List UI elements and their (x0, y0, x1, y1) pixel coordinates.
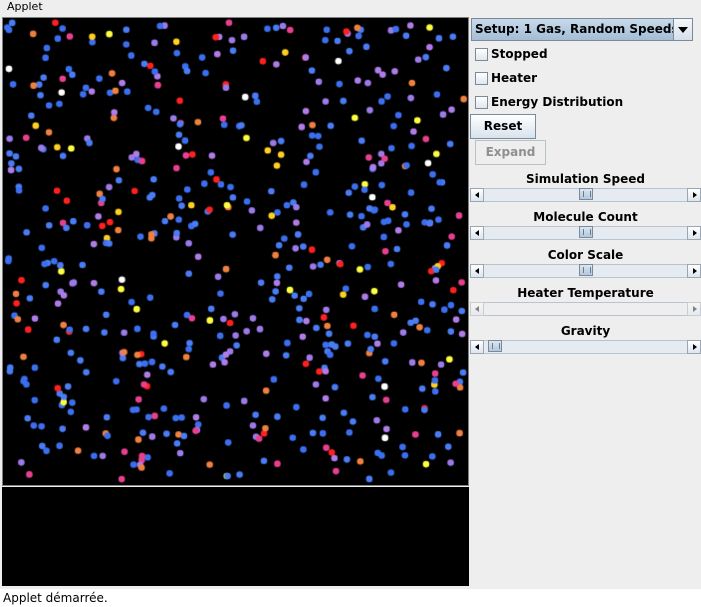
applet-menu[interactable]: Applet (7, 0, 43, 13)
reset-button[interactable]: Reset (470, 114, 536, 139)
molecule-count-label: Molecule Count (533, 210, 638, 224)
setup-dropdown[interactable]: Setup: 1 Gas, Random Speeds (471, 18, 693, 41)
slider-thumb[interactable] (579, 226, 593, 238)
stopped-label: Stopped (491, 47, 548, 61)
checkbox-icon[interactable] (475, 72, 488, 85)
scroll-left-icon[interactable] (470, 226, 484, 240)
control-panel: Setup: 1 Gas, Random Speeds Stopped Heat… (470, 17, 701, 587)
gas-simulation-canvas[interactable] (2, 17, 469, 486)
heater-label: Heater (491, 71, 538, 85)
scroll-right-icon[interactable] (687, 340, 701, 354)
setup-value: Setup: 1 Gas, Random Speeds (475, 22, 679, 36)
scroll-right-icon (687, 302, 701, 316)
chevron-down-icon[interactable] (673, 19, 692, 40)
heater-temperature-label: Heater Temperature (517, 286, 654, 300)
color-scale-label: Color Scale (547, 248, 624, 262)
scroll-left-icon[interactable] (470, 188, 484, 202)
scroll-right-icon[interactable] (687, 264, 701, 278)
slider-thumb[interactable] (579, 264, 593, 276)
molecule-count-slider[interactable] (470, 226, 701, 240)
status-bar: Applet démarrée. (0, 589, 701, 607)
slider-thumb[interactable] (488, 340, 502, 352)
expand-button[interactable]: Expand (475, 140, 546, 165)
scroll-left-icon[interactable] (470, 340, 484, 354)
checkbox-icon[interactable] (475, 96, 488, 109)
slider-track (484, 302, 687, 316)
slider-thumb[interactable] (579, 188, 593, 200)
simulation-speed-slider[interactable] (470, 188, 701, 202)
scroll-right-icon[interactable] (687, 188, 701, 202)
energy-graph-area (2, 487, 469, 586)
energy-distribution-label: Energy Distribution (491, 95, 624, 109)
gravity-slider[interactable] (470, 340, 701, 354)
heater-temperature-slider (470, 302, 701, 316)
slider-track[interactable] (484, 340, 687, 354)
simulation-speed-label: Simulation Speed (526, 172, 645, 186)
checkbox-icon[interactable] (475, 48, 488, 61)
scroll-right-icon[interactable] (687, 226, 701, 240)
menu-bar: Applet (0, 0, 701, 15)
scroll-left-icon[interactable] (470, 264, 484, 278)
gravity-label: Gravity (560, 324, 611, 338)
status-text: Applet démarrée. (3, 591, 108, 605)
color-scale-slider[interactable] (470, 264, 701, 278)
scroll-left-icon (470, 302, 484, 316)
